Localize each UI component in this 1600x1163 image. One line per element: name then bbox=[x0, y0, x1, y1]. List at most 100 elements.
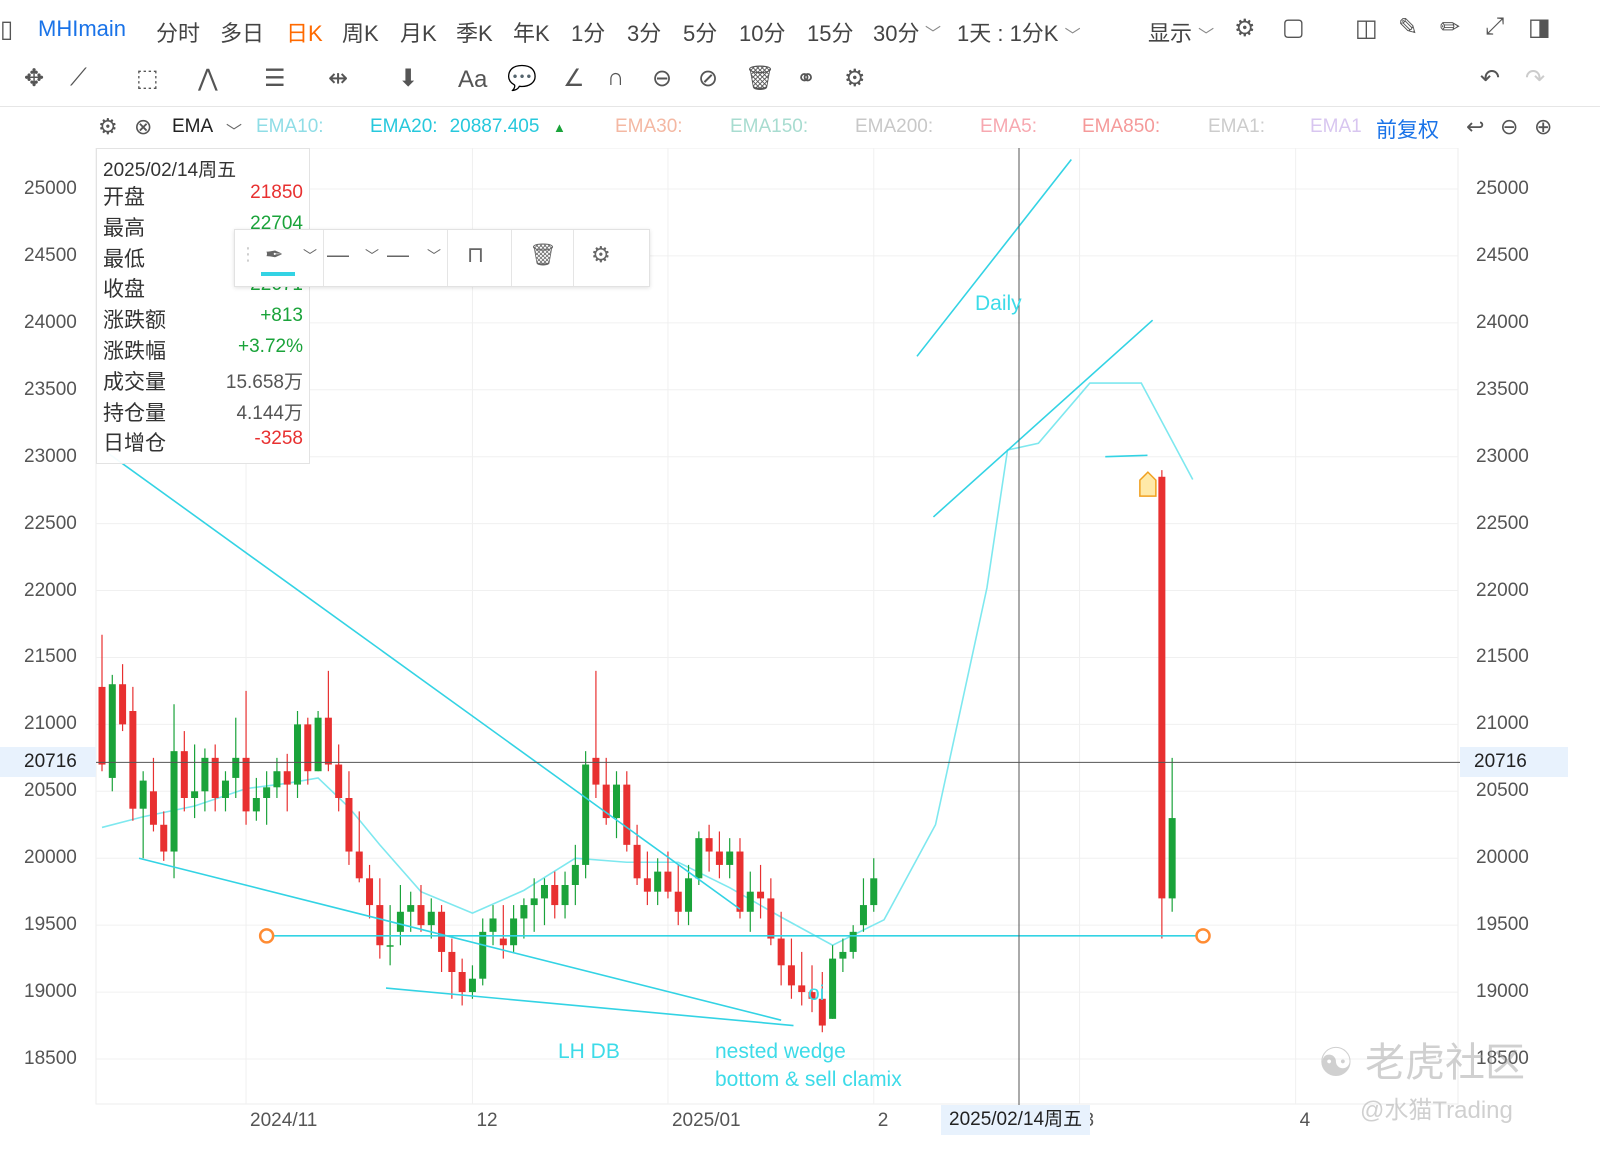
candle-body[interactable] bbox=[149, 791, 157, 825]
tab-8[interactable]: 3分 bbox=[627, 21, 662, 46]
tab-2[interactable]: 日K bbox=[286, 21, 323, 46]
candle-body[interactable] bbox=[458, 972, 466, 993]
annotation-text[interactable]: oi bbox=[808, 982, 825, 1005]
candle-body[interactable] bbox=[129, 711, 137, 809]
candle-body[interactable] bbox=[98, 686, 106, 765]
line-icon[interactable]: ⟋ bbox=[70, 64, 87, 91]
candle-body[interactable] bbox=[818, 998, 826, 1026]
rect-icon[interactable]: ▢ bbox=[1282, 14, 1305, 41]
tab-11[interactable]: 15分 bbox=[807, 21, 854, 46]
candle-body[interactable] bbox=[1168, 818, 1176, 899]
edit-box-icon[interactable]: ✎ bbox=[1398, 14, 1419, 41]
candle-body[interactable] bbox=[119, 684, 127, 725]
line-style-icon[interactable]: — bbox=[327, 242, 349, 267]
candle-body[interactable] bbox=[613, 784, 620, 819]
candle-body[interactable] bbox=[335, 764, 343, 798]
chevron-down-icon[interactable]: ﹀ bbox=[925, 26, 942, 43]
chevron-down-icon[interactable]: ﹀ bbox=[226, 124, 243, 141]
trash-icon[interactable]: 🗑 bbox=[745, 65, 776, 92]
candle-body[interactable] bbox=[695, 838, 703, 879]
hide-icon[interactable]: ⊘ bbox=[698, 65, 719, 92]
candle-body[interactable] bbox=[489, 918, 497, 932]
tab-0[interactable]: 分时 bbox=[156, 21, 201, 46]
candle-body[interactable] bbox=[1158, 476, 1166, 899]
candle-body[interactable] bbox=[664, 871, 672, 892]
candle-body[interactable] bbox=[870, 878, 878, 906]
fib-icon[interactable]: ☰ bbox=[264, 65, 286, 92]
candle-body[interactable] bbox=[448, 951, 456, 972]
candle-body[interactable] bbox=[705, 838, 713, 852]
candle-body[interactable] bbox=[355, 851, 363, 879]
candle-body[interactable] bbox=[180, 751, 188, 798]
candle-body[interactable] bbox=[582, 764, 590, 865]
candle-body[interactable] bbox=[160, 824, 168, 852]
tab-12[interactable]: 30分 bbox=[873, 21, 920, 46]
chevron-down-icon[interactable]: ﹀ bbox=[303, 248, 317, 264]
candle-body[interactable] bbox=[520, 905, 528, 919]
candle-body[interactable] bbox=[798, 985, 806, 993]
candle-body[interactable] bbox=[643, 878, 651, 892]
candle-body[interactable] bbox=[294, 724, 302, 785]
candle-body[interactable] bbox=[839, 951, 847, 959]
candle-body[interactable] bbox=[561, 885, 569, 906]
candle-body[interactable] bbox=[736, 851, 744, 912]
rect-tool-icon[interactable]: ⬚ bbox=[136, 65, 159, 92]
camera-icon[interactable]: ◫ bbox=[1355, 15, 1378, 42]
annotation-text[interactable]: bottom & sell clamix bbox=[715, 1068, 902, 1091]
plot-area[interactable] bbox=[95, 148, 1459, 1105]
indicator-close-icon[interactable]: ⊗ bbox=[134, 114, 153, 139]
candle-body[interactable] bbox=[726, 851, 734, 865]
candle-body[interactable] bbox=[829, 958, 837, 1019]
panel-icon[interactable]: ◨ bbox=[1528, 14, 1551, 41]
arrow-down-icon[interactable]: ⬇ bbox=[398, 65, 419, 92]
chevron-down-icon[interactable]: ﹀ bbox=[427, 248, 441, 264]
annotation-text[interactable]: Daily bbox=[975, 292, 1022, 315]
tab-6[interactable]: 年K bbox=[513, 21, 550, 46]
candle-body[interactable] bbox=[366, 878, 374, 906]
ruler-icon[interactable]: ∠ bbox=[563, 65, 585, 92]
price-chart[interactable] bbox=[0, 148, 1600, 1163]
candle-body[interactable] bbox=[767, 898, 775, 939]
chevron-down-icon[interactable]: ﹀ bbox=[365, 248, 379, 264]
undo-icon[interactable]: ↶ bbox=[1480, 65, 1501, 92]
tab-1[interactable]: 多日 bbox=[220, 21, 265, 46]
candle-body[interactable] bbox=[499, 938, 507, 946]
candle-body[interactable] bbox=[571, 864, 579, 885]
candle-body[interactable] bbox=[654, 871, 662, 892]
sync-icon[interactable]: ⊖ bbox=[652, 65, 673, 92]
compare-icon[interactable]: ⚭ bbox=[796, 65, 817, 92]
candle-body[interactable] bbox=[623, 784, 631, 845]
ema-item-3[interactable]: EMA150: bbox=[730, 116, 808, 138]
candle-body[interactable] bbox=[417, 905, 425, 926]
candle-body[interactable] bbox=[252, 798, 260, 812]
tab-10[interactable]: 10分 bbox=[739, 21, 786, 46]
candle-body[interactable] bbox=[170, 751, 178, 852]
gear-icon[interactable]: ⚙ bbox=[591, 242, 611, 267]
indicator-settings-icon[interactable]: ⚙ bbox=[98, 114, 118, 139]
candle-body[interactable] bbox=[191, 791, 199, 798]
ema-item-2[interactable]: EMA30: bbox=[615, 116, 683, 138]
tab-3[interactable]: 周K bbox=[342, 21, 379, 46]
adjust-select[interactable]: 前复权 bbox=[1376, 119, 1439, 142]
candle-body[interactable] bbox=[263, 787, 271, 798]
candle-body[interactable] bbox=[510, 918, 518, 946]
trend-line[interactable] bbox=[1105, 454, 1148, 458]
line-width-icon[interactable]: — bbox=[387, 242, 409, 267]
wave-icon[interactable]: ⋀ bbox=[198, 65, 218, 92]
ema-item-5[interactable]: EMA5: bbox=[980, 116, 1037, 138]
candle-body[interactable] bbox=[438, 911, 446, 952]
candle-body[interactable] bbox=[139, 780, 147, 809]
annotation-text[interactable]: LH DB bbox=[558, 1040, 620, 1063]
pen-color-icon[interactable]: ✒ bbox=[261, 242, 295, 276]
collapse-icon[interactable]: ↩ bbox=[1466, 114, 1485, 139]
trend-line[interactable] bbox=[932, 319, 1154, 518]
ema-item-8[interactable]: EMA1 bbox=[1310, 116, 1362, 138]
ema-item-0[interactable]: EMA10: bbox=[256, 116, 324, 138]
annotation-text[interactable]: nested wedge bbox=[715, 1040, 846, 1063]
candle-body[interactable] bbox=[859, 905, 867, 926]
pencil-icon[interactable]: ✏ bbox=[1440, 14, 1461, 41]
candle-body[interactable] bbox=[396, 911, 404, 932]
unlock-icon[interactable]: ⊓ bbox=[467, 242, 485, 267]
tab-5[interactable]: 季K bbox=[456, 21, 493, 46]
trend-line[interactable] bbox=[385, 987, 794, 1027]
